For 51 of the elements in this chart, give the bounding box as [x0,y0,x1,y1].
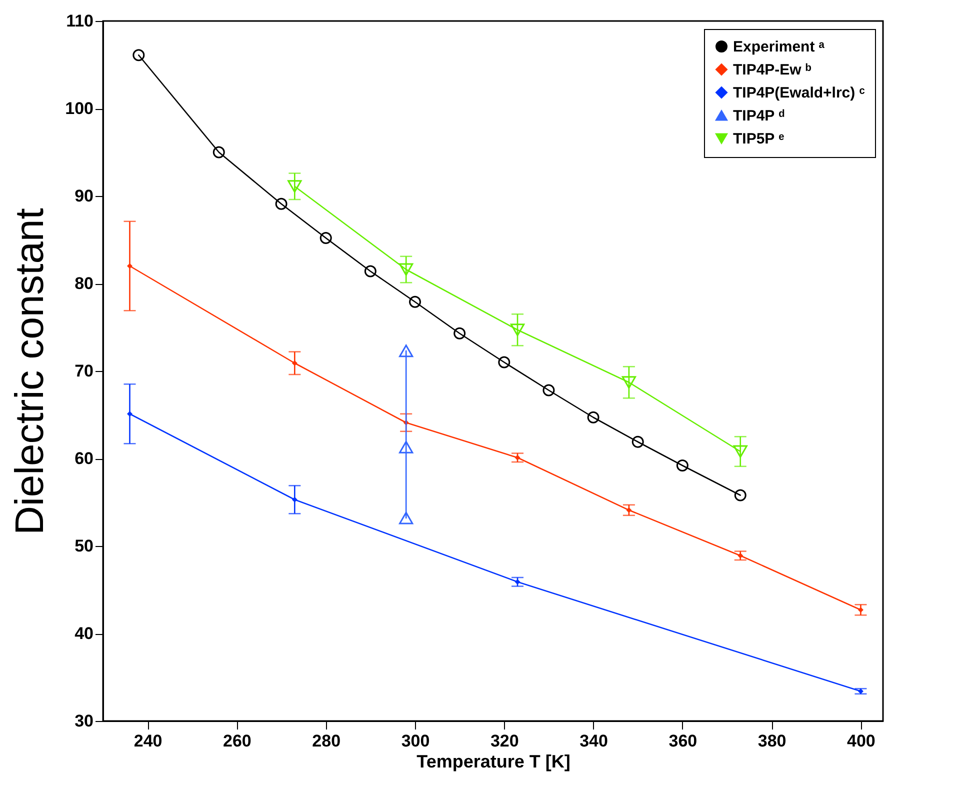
point [292,496,298,502]
point [632,436,644,448]
point [858,607,864,613]
y-tick-label: 90 [74,186,94,206]
x-tick-label: 400 [847,732,876,750]
point [399,512,414,524]
y-tick-label: 70 [74,362,94,380]
point [127,411,132,417]
point [626,507,632,513]
point [212,146,225,158]
y-tick-label: 50 [74,536,94,556]
legend-label: TIP4P ᵈ [733,108,785,124]
point [288,180,302,193]
point [275,198,288,210]
point [320,232,332,244]
point [542,384,555,396]
x-tick-label: 320 [490,732,519,750]
x-tick-label: 240 [134,732,162,750]
x-axis-title: Temperature T [K] [416,752,570,772]
point [734,489,746,502]
point [292,360,298,366]
legend-label: Experiment ᵃ [733,38,825,56]
x-tick-label: 280 [312,732,341,750]
point [676,460,688,472]
point [622,376,636,389]
x-tick-label: 380 [758,732,786,750]
point [587,411,600,424]
y-tick-label: 30 [74,712,94,730]
point [498,356,510,368]
x-tick-label: 340 [580,732,608,750]
y-axis-title: Dielectric constant [8,208,52,535]
y-tick-label: 40 [74,624,94,643]
point [733,445,748,458]
point [399,263,414,276]
legend-label: TIP4P(Ewald+lrc) ᶜ [733,84,866,102]
x-tick-label: 360 [668,732,698,750]
point [510,324,525,336]
y-tick-label: 110 [66,12,94,30]
point [364,265,376,278]
legend-label: TIP5P ᵉ [733,130,785,148]
y-tick-label: 60 [74,449,94,468]
point [399,440,414,454]
x-tick-label: 260 [223,732,252,750]
legend-label: TIP4P-Ew ᵇ [733,62,812,78]
y-tick-label: 80 [74,274,94,293]
point [409,296,421,308]
point [132,49,145,62]
point [399,344,414,358]
point [454,327,466,340]
x-tick-label: 300 [401,732,430,750]
y-tick-label: 100 [65,99,94,118]
